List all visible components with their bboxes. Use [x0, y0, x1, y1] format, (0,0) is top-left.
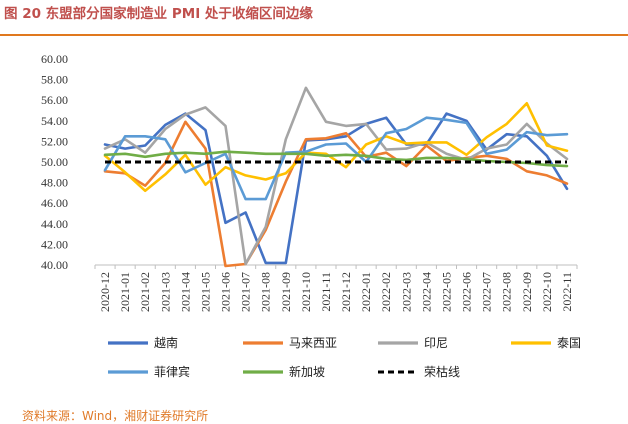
x-tick-label: 2021-04 — [178, 272, 192, 312]
x-tick-label: 2021-06 — [219, 272, 233, 312]
y-tick-label: 58.00 — [41, 73, 68, 87]
y-tick-label: 42.00 — [41, 237, 68, 251]
x-tick-label: 2022-06 — [460, 272, 474, 312]
x-tick-label: 2021-07 — [239, 272, 253, 312]
x-tick-label: 2021-08 — [259, 272, 273, 312]
y-tick-label: 40.00 — [41, 258, 68, 272]
y-tick-label: 46.00 — [41, 196, 68, 210]
x-tick-label: 2021-09 — [279, 272, 293, 312]
x-tick-label: 2022-02 — [379, 272, 393, 312]
x-tick-label: 2020-12 — [98, 272, 112, 312]
legend-label: 越南 — [154, 335, 178, 350]
legend-label: 马来西亚 — [289, 336, 337, 350]
title-divider — [0, 34, 628, 36]
x-tick-label: 2022-09 — [520, 272, 534, 312]
x-tick-label: 2021-02 — [138, 272, 152, 312]
y-tick-label: 60.00 — [41, 52, 68, 66]
y-tick-label: 56.00 — [41, 93, 68, 107]
y-axis: 40.00 42.00 44.00 46.00 48.00 50.00 52.00 54.00… — [41, 52, 68, 272]
legend-label: 新加坡 — [289, 364, 325, 379]
series-lines — [103, 86, 569, 268]
series-line-菲律宾 — [103, 116, 569, 201]
y-tick-label: 50.00 — [41, 155, 68, 169]
y-tick-label: 54.00 — [41, 114, 68, 128]
x-tick-label: 2022-05 — [439, 272, 453, 312]
legend-label: 菲律宾 — [154, 364, 190, 379]
y-tick-label: 44.00 — [41, 217, 68, 231]
x-tick-label: 2022-07 — [480, 272, 494, 312]
y-tick-label: 52.00 — [41, 134, 68, 148]
legend-label: 印尼 — [424, 336, 448, 350]
x-tick-label: 2022-01 — [359, 272, 373, 312]
x-tick-label: 2022-08 — [500, 272, 514, 312]
x-tick-label: 2021-10 — [299, 272, 313, 312]
x-tick-label: 2022-11 — [560, 272, 574, 312]
legend-label: 泰国 — [557, 336, 581, 350]
x-tick-label: 2021-11 — [319, 272, 333, 312]
x-tick-label: 2022-04 — [419, 272, 433, 312]
source-note: 资料来源：Wind，湘财证券研究所 — [22, 409, 209, 423]
legend-label: 荣枯线 — [424, 364, 460, 379]
pmi-line-chart: 40.00 42.00 44.00 46.00 48.00 50.00 52.00 54.00… — [41, 52, 581, 379]
x-tick-label: 2022-10 — [540, 272, 554, 312]
series-line-马来西亚 — [103, 120, 569, 268]
x-tick-label: 2022-03 — [399, 272, 413, 312]
series-line-印尼 — [103, 86, 569, 266]
x-tick-label: 2021-05 — [198, 272, 212, 312]
x-tick-label: 2021-01 — [118, 272, 132, 312]
x-tick-label: 2021-12 — [339, 272, 353, 312]
figure-title: 图 20 东盟部分国家制造业 PMI 处于收缩区间边缘 — [4, 6, 313, 22]
y-tick-label: 48.00 — [41, 176, 68, 190]
x-tick-label: 2021-03 — [158, 272, 172, 312]
x-axis: 2020-12 2021-01 2021-02 2021-03 2021-04 2021-… — [94, 264, 578, 312]
